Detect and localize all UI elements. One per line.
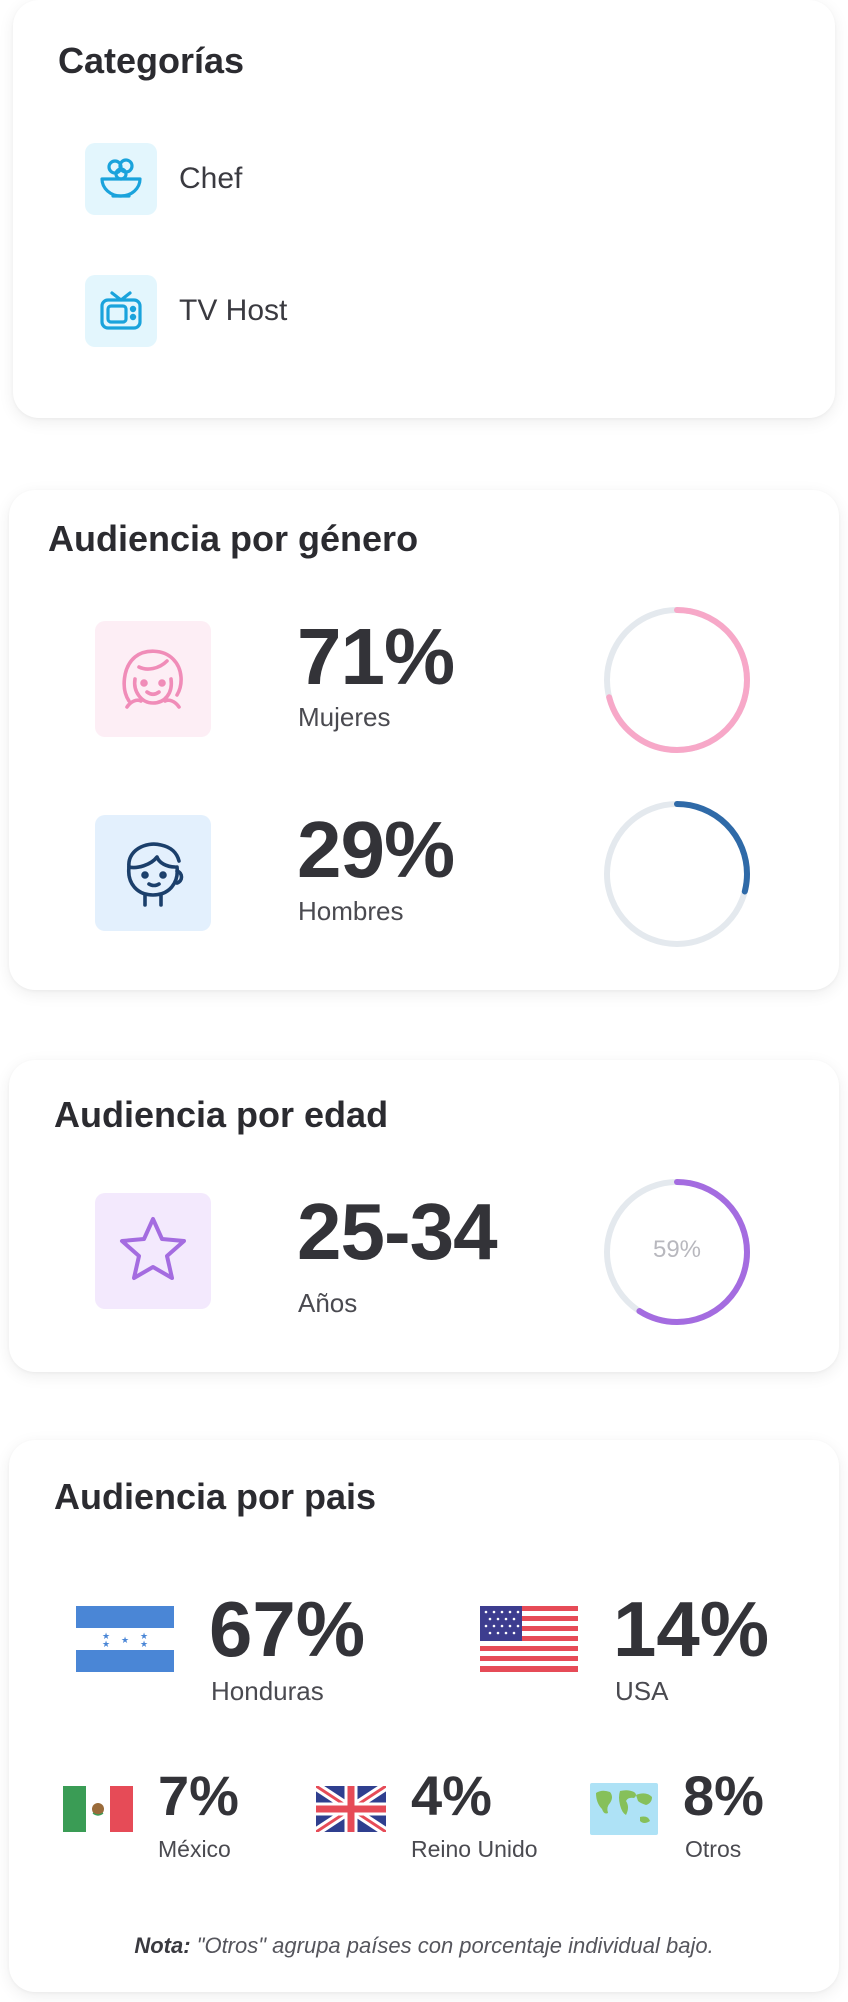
mexico-flag-icon — [63, 1786, 133, 1832]
women-label: Mujeres — [298, 702, 391, 732]
age-ring-label: 59% — [652, 1236, 702, 1263]
uk-percent: 4% — [411, 1764, 492, 1827]
usa-percent: 14% — [613, 1585, 770, 1673]
country-title: Audiencia por pais — [54, 1476, 377, 1517]
categories-card: Categorías Chef TV Host — [13, 0, 835, 418]
uk-label: Reino Unido — [411, 1836, 538, 1862]
honduras-label: Honduras — [211, 1676, 324, 1706]
age-label: Años — [298, 1288, 358, 1318]
note-text: "Otros" agrupa países con porcentaje ind… — [190, 1933, 714, 1958]
gender-card: Audiencia por género 71% Mujeres — [9, 490, 839, 990]
age-tile — [95, 1193, 211, 1309]
otros-percent: 8% — [683, 1764, 764, 1827]
svg-text:★: ★ — [102, 1640, 110, 1650]
girl-face-icon — [122, 649, 183, 709]
mexico-percent: 7% — [158, 1764, 239, 1827]
world-map-icon — [590, 1783, 658, 1835]
age-range: 25-34 — [297, 1187, 498, 1276]
women-ring — [604, 607, 750, 753]
uk-flag-icon — [316, 1786, 386, 1832]
svg-text:★: ★ — [102, 1632, 110, 1642]
svg-text:★: ★ — [121, 1636, 129, 1646]
women-tile — [95, 621, 211, 737]
men-label: Hombres — [298, 896, 404, 926]
age-ring — [604, 1179, 750, 1325]
honduras-flag-icon: ★ ★ ★ ★ ★ — [76, 1606, 174, 1672]
gender-title: Audiencia por género — [48, 518, 419, 559]
age-title: Audiencia por edad — [54, 1094, 389, 1135]
star-icon — [120, 1217, 186, 1280]
men-ring — [604, 801, 750, 947]
women-percent: 71% — [297, 612, 455, 701]
category-label-chef: Chef — [179, 162, 243, 195]
country-card: Audiencia por pais ★ ★ ★ ★ ★ 67% Honduras … — [9, 1440, 839, 1992]
tv-icon — [85, 275, 157, 347]
otros-label: Otros — [685, 1836, 742, 1862]
men-tile — [95, 815, 211, 931]
usa-label: USA — [615, 1676, 669, 1706]
category-label-tv-host: TV Host — [179, 294, 288, 327]
usa-flag-icon — [480, 1606, 578, 1672]
age-card: Audiencia por edad 25-34 Años 59% — [9, 1060, 839, 1372]
svg-text:★: ★ — [140, 1640, 148, 1650]
note-bold: Nota: — [134, 1933, 191, 1958]
salad-bowl-icon — [85, 143, 157, 215]
boy-face-icon — [127, 842, 184, 907]
categories-title: Categorías — [58, 40, 245, 81]
men-percent: 29% — [297, 805, 455, 894]
svg-text:★: ★ — [140, 1632, 148, 1642]
category-item-tv-host[interactable]: TV Host — [85, 275, 287, 347]
mexico-label: México — [158, 1836, 231, 1862]
category-item-chef[interactable]: Chef — [85, 143, 242, 215]
country-note: Nota: "Otros" agrupa países con porcenta… — [0, 1933, 848, 1959]
honduras-percent: 67% — [209, 1585, 366, 1673]
